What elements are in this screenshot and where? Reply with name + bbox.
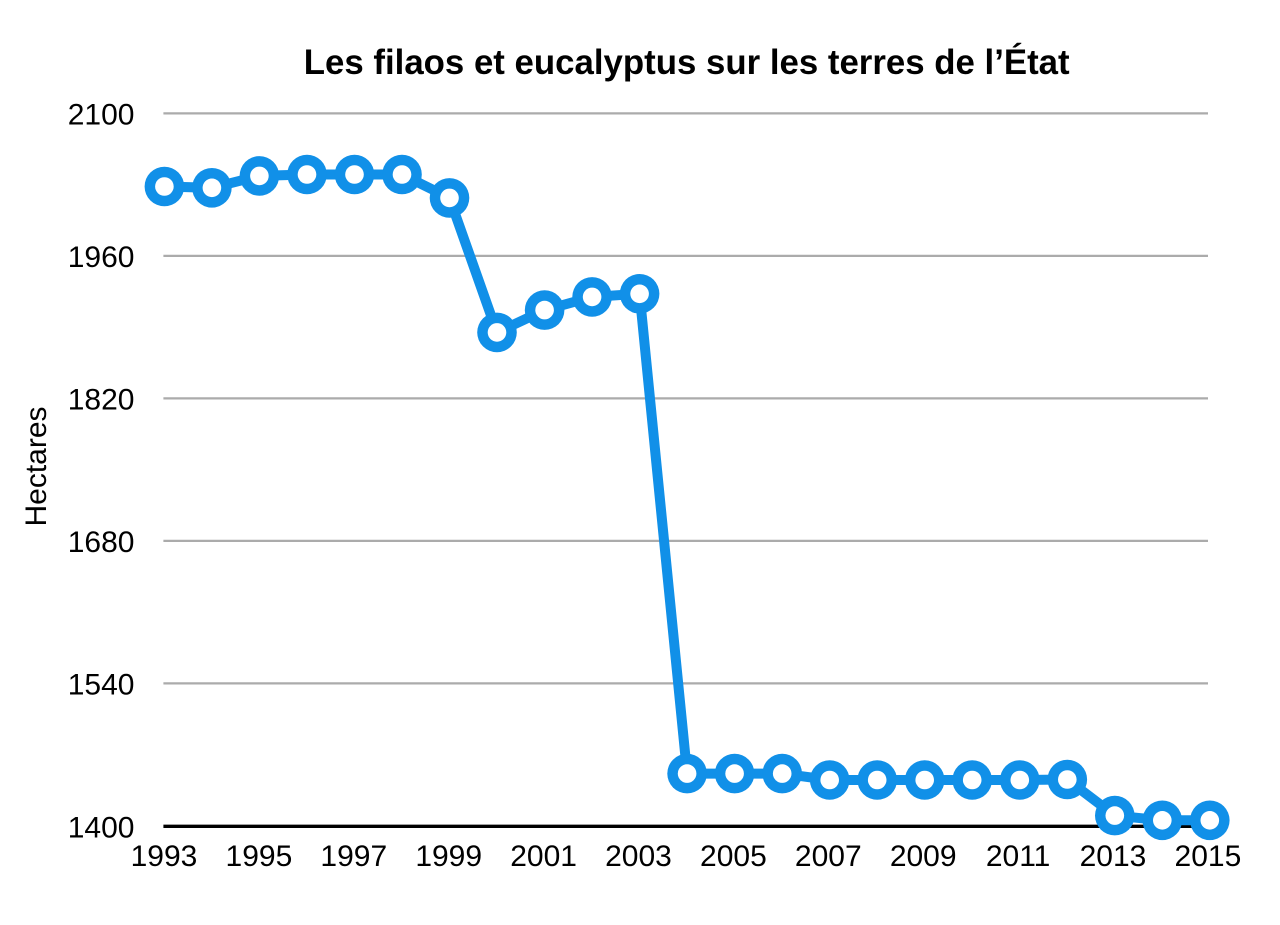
svg-text:1995: 1995 <box>226 840 293 873</box>
svg-text:1680: 1680 <box>68 526 135 559</box>
svg-text:2015: 2015 <box>1175 840 1242 873</box>
svg-text:1999: 1999 <box>415 840 482 873</box>
svg-text:2100: 2100 <box>68 99 135 132</box>
svg-text:1997: 1997 <box>320 840 387 873</box>
svg-text:1400: 1400 <box>68 812 135 845</box>
svg-text:2005: 2005 <box>700 840 767 873</box>
svg-text:2007: 2007 <box>795 840 862 873</box>
svg-text:1993: 1993 <box>131 840 198 873</box>
svg-text:2013: 2013 <box>1080 840 1147 873</box>
svg-text:Les filaos et eucalyptus sur l: Les filaos et eucalyptus sur les terres … <box>304 42 1070 82</box>
svg-text:Hectares: Hectares <box>20 406 53 526</box>
svg-text:1540: 1540 <box>68 669 135 702</box>
svg-text:1820: 1820 <box>68 384 135 417</box>
svg-text:2009: 2009 <box>890 840 957 873</box>
svg-text:2003: 2003 <box>605 840 672 873</box>
svg-text:2011: 2011 <box>986 840 1051 873</box>
svg-text:1960: 1960 <box>68 241 135 274</box>
svg-text:2001: 2001 <box>510 840 577 873</box>
